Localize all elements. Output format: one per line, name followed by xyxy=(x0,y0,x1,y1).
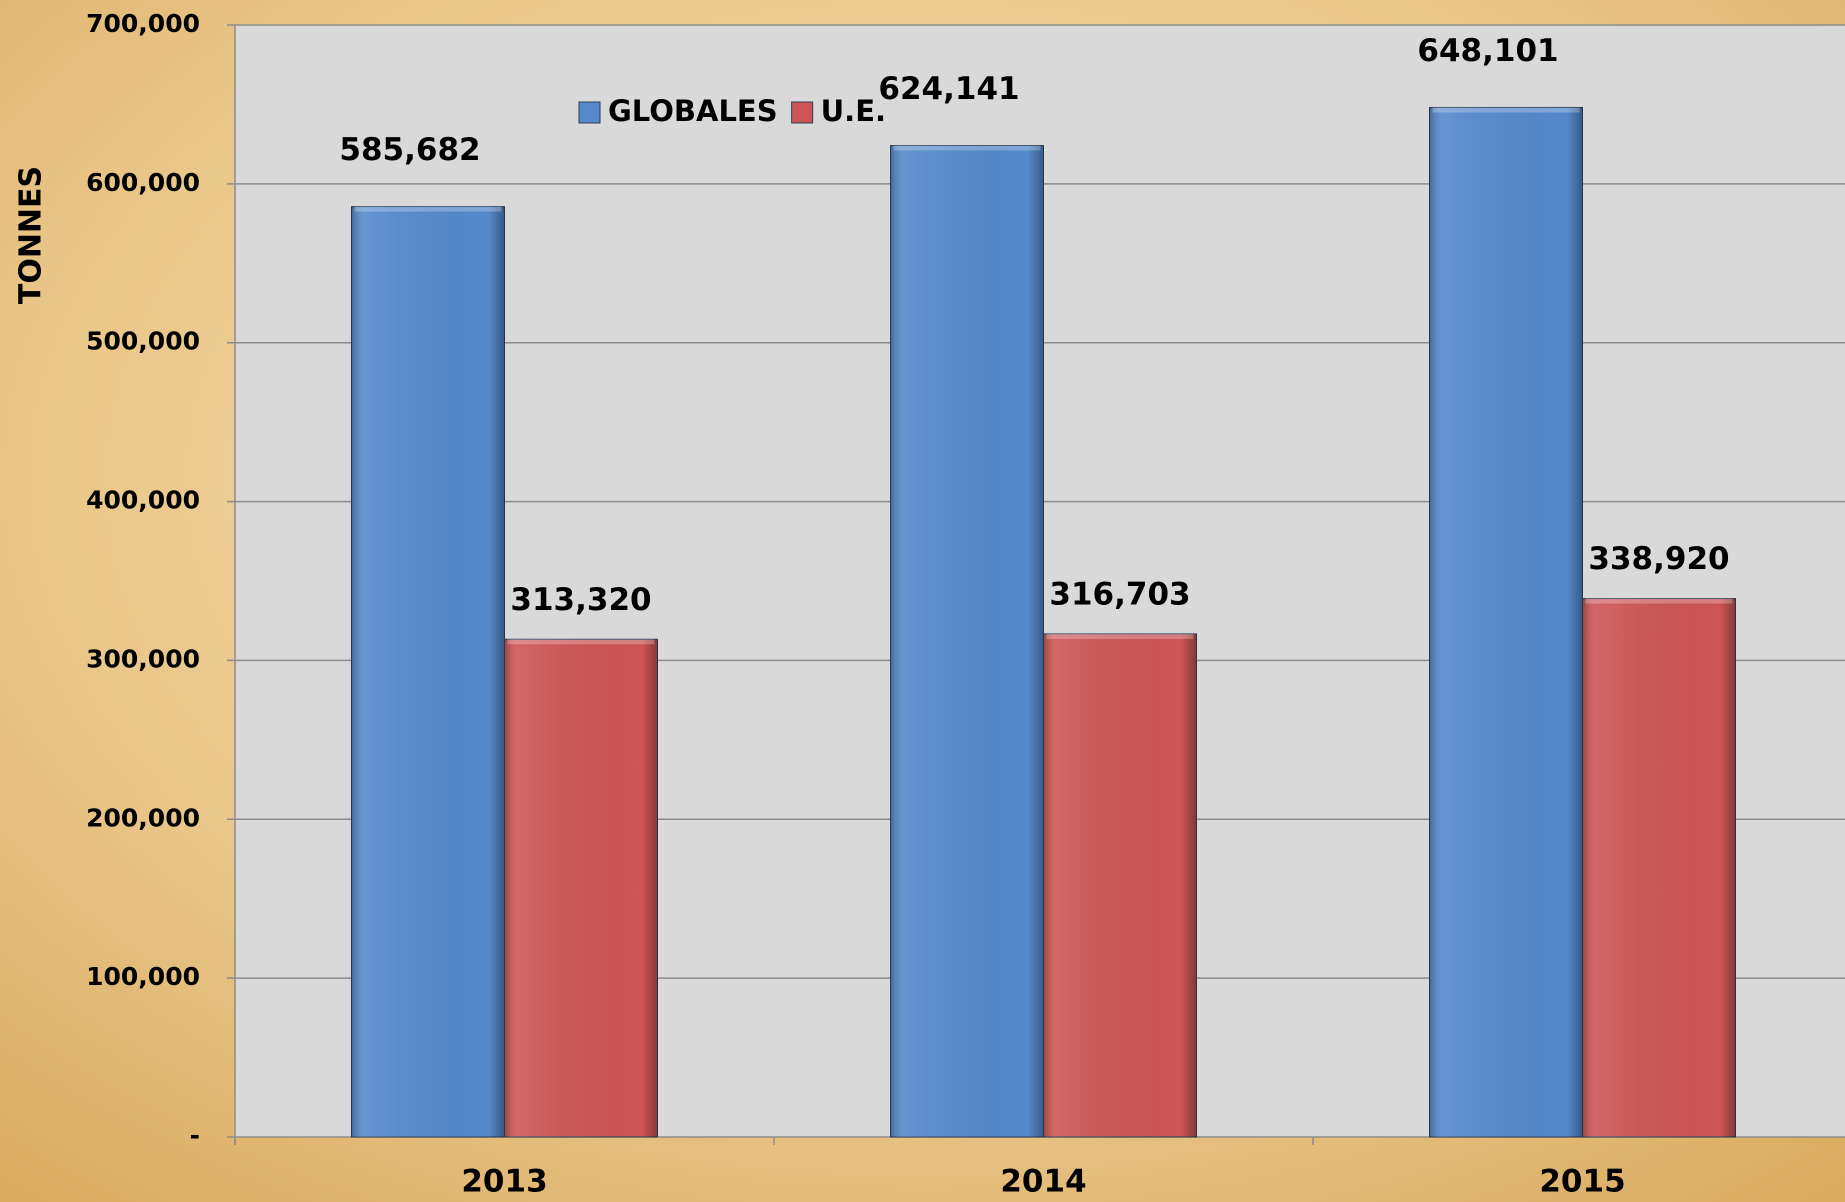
bar-shade xyxy=(1582,598,1736,1137)
y-axis-label: TONNES xyxy=(14,166,49,304)
y-tick-label: 400,000 xyxy=(86,486,200,515)
legend-label: U.E. xyxy=(821,94,886,128)
y-tick-label: 500,000 xyxy=(86,327,200,356)
y-tick-label: 200,000 xyxy=(86,803,200,832)
y-tick-label: 700,000 xyxy=(86,9,200,38)
bar-top xyxy=(507,639,655,645)
x-tick-label: 2014 xyxy=(1000,1164,1086,1200)
bar-shade xyxy=(351,206,505,1138)
legend-swatch xyxy=(791,101,814,124)
data-label: 313,320 xyxy=(510,582,651,618)
bar-top xyxy=(354,206,502,212)
data-label: 316,703 xyxy=(1049,576,1190,612)
y-tick-label: - xyxy=(190,1121,200,1150)
x-tick-label: 2013 xyxy=(461,1164,547,1200)
y-tick-label: 600,000 xyxy=(86,168,200,197)
bar-top xyxy=(1585,598,1733,604)
bar-shade xyxy=(504,639,658,1137)
x-tick-label: 2015 xyxy=(1539,1164,1625,1200)
y-tick-label: 100,000 xyxy=(86,962,200,991)
bar-shade xyxy=(1429,107,1583,1137)
bar-shade xyxy=(890,145,1044,1137)
bar-shade xyxy=(1043,633,1197,1137)
bar-top xyxy=(1046,633,1194,639)
data-label: 648,101 xyxy=(1417,33,1558,69)
bar-top xyxy=(1432,107,1580,113)
data-label: 338,920 xyxy=(1588,541,1729,577)
legend-swatch xyxy=(578,101,601,124)
data-label: 585,682 xyxy=(339,132,480,168)
legend-label: GLOBALES xyxy=(608,94,778,128)
y-tick-label: 300,000 xyxy=(86,644,200,673)
bar-top xyxy=(893,145,1041,151)
data-label: 624,141 xyxy=(878,71,1019,107)
